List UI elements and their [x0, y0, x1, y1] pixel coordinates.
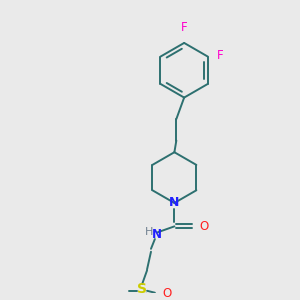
Text: H: H [145, 227, 153, 237]
Text: O: O [163, 287, 172, 300]
Text: S: S [137, 282, 147, 296]
Text: F: F [217, 49, 223, 62]
Text: O: O [200, 220, 209, 233]
Text: F: F [181, 21, 188, 34]
Text: N: N [152, 228, 162, 241]
Text: N: N [169, 196, 180, 209]
